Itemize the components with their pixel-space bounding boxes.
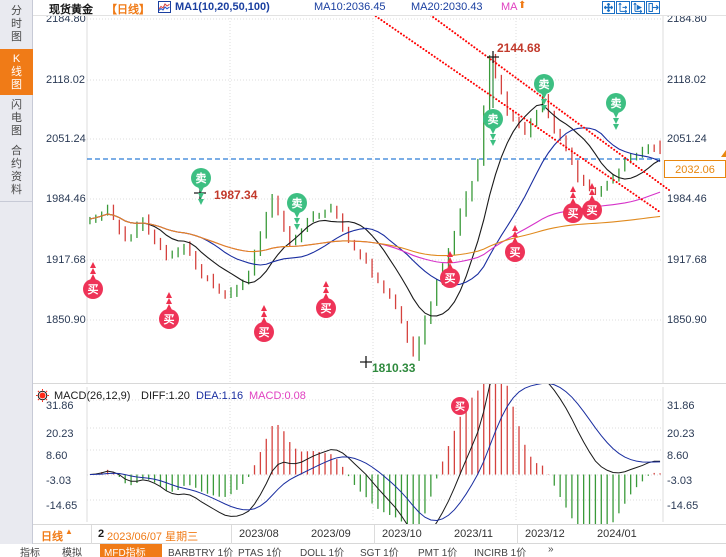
svg-text:卖: 卖 xyxy=(292,196,303,210)
svg-text:1987.34: 1987.34 xyxy=(214,188,258,202)
svg-text:卖: 卖 xyxy=(488,112,499,126)
svg-text:买: 买 xyxy=(587,204,598,217)
svg-text:卖: 卖 xyxy=(611,96,622,110)
svg-text:买: 买 xyxy=(259,326,270,339)
svg-text:卖: 卖 xyxy=(539,77,550,91)
svg-text:买: 买 xyxy=(568,207,579,220)
svg-text:2144.68: 2144.68 xyxy=(497,41,541,55)
svg-text:买: 买 xyxy=(445,272,456,285)
svg-text:买: 买 xyxy=(164,313,175,326)
svg-text:买: 买 xyxy=(510,246,521,259)
svg-text:买: 买 xyxy=(455,401,465,413)
svg-text:1810.33: 1810.33 xyxy=(372,361,416,375)
svg-text:买: 买 xyxy=(88,283,99,296)
svg-text:卖: 卖 xyxy=(196,171,207,185)
svg-text:买: 买 xyxy=(321,302,332,315)
